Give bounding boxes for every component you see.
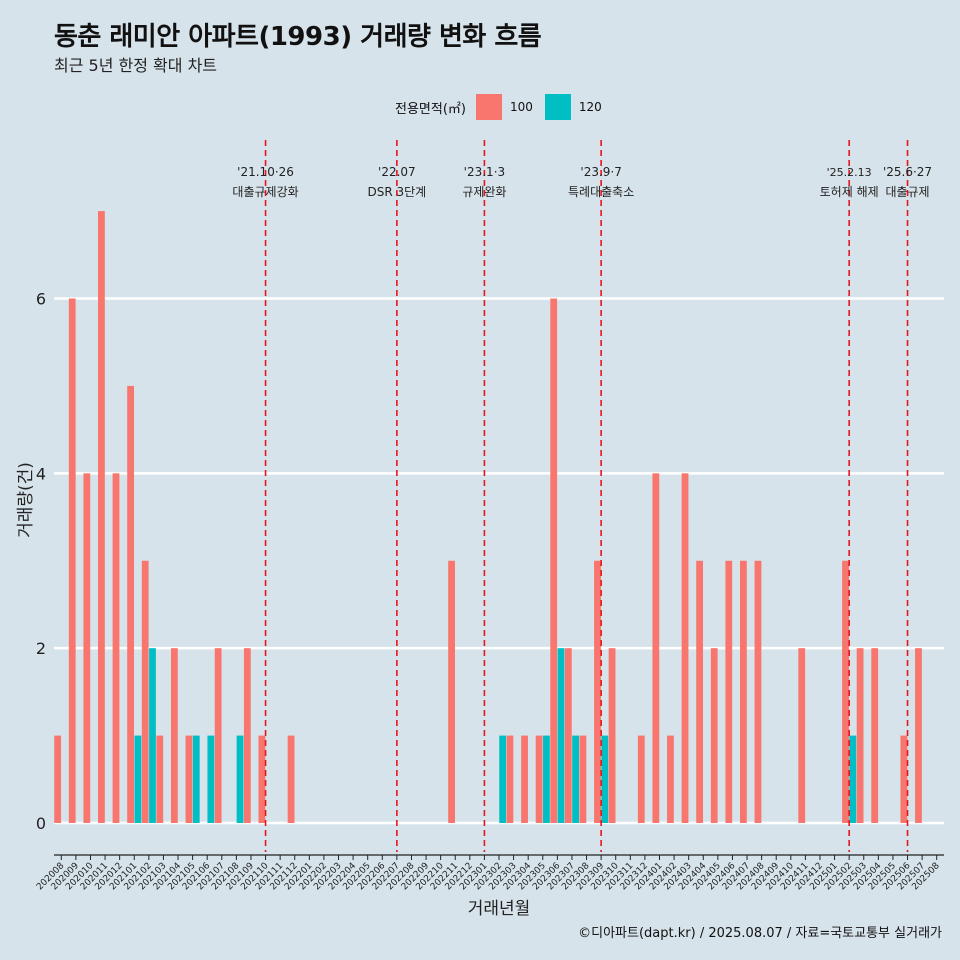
bar-100-202406 <box>725 560 733 823</box>
bar-100-202404 <box>696 560 704 823</box>
bar-100-202504 <box>871 648 879 823</box>
bar-100-202112 <box>287 735 295 823</box>
bar-100-202105 <box>185 735 193 823</box>
bar-120-202307 <box>572 735 579 823</box>
event-date-202502: '25.2.13 <box>827 166 872 179</box>
bar-100-202403 <box>681 473 689 823</box>
legend-key-120 <box>544 94 571 120</box>
event-label-202207: DSR 3단계 <box>368 185 427 199</box>
bar-100-202011 <box>98 211 105 824</box>
bar-100-202012 <box>112 473 120 823</box>
legend-title: 전용면적(㎡) <box>395 101 466 117</box>
chart-subtitle: 최근 5년 한정 확대 차트 <box>54 56 218 75</box>
bar-100-202402 <box>667 735 674 823</box>
bar-100-202506 <box>900 735 908 823</box>
legend-key-100 <box>475 94 502 120</box>
bar-100-202312 <box>637 735 645 823</box>
bar-100-202103 <box>156 735 164 823</box>
bar-100-202405 <box>710 648 718 823</box>
bar-100-202407 <box>739 560 747 823</box>
bar-100-202502 <box>842 560 849 823</box>
bar-120-202302 <box>499 735 507 823</box>
bar-100-202304 <box>521 735 528 823</box>
event-date-202301: '23.1·3 <box>464 165 505 179</box>
bar-120-202106 <box>207 735 215 823</box>
bar-120-202305 <box>543 735 550 823</box>
x-axis-title: 거래년월 <box>468 899 531 919</box>
y-tick-label-0: 0 <box>36 814 46 833</box>
y-axis-title: 거래량(건) <box>16 462 36 538</box>
bar-120-202306 <box>557 648 565 823</box>
bar-100-202307 <box>564 648 572 823</box>
bar-100-202101 <box>127 385 134 823</box>
y-tick-label-6: 6 <box>36 290 46 309</box>
event-date-202309: '23.9·7 <box>580 165 621 179</box>
bar-100-202109 <box>243 648 251 823</box>
y-tick-label-2: 2 <box>36 639 46 658</box>
bar-100-202008 <box>54 735 62 823</box>
bar-100-202308 <box>579 735 587 823</box>
bar-100-202104 <box>170 648 178 823</box>
event-date-202110: '21.10·26 <box>237 165 294 179</box>
bar-100-202503 <box>856 648 864 823</box>
bar-100-202411 <box>798 648 806 823</box>
event-label-202110: 대출규제강화 <box>232 185 298 199</box>
caption: ©디아파트(dapt.kr) / 2025.08.07 / 자료=국토교통부 실… <box>578 926 942 941</box>
bar-120-202101 <box>134 735 142 823</box>
bar-120-202105 <box>192 735 200 823</box>
bar-120-202108 <box>236 735 244 823</box>
legend: 전용면적(㎡) 100 120 <box>395 93 614 121</box>
event-date-202506: '25.6·27 <box>883 165 932 179</box>
event-date-202207: '22.07 <box>378 165 416 179</box>
event-label-202301: 규제완화 <box>462 185 506 199</box>
bar-100-202306 <box>550 298 558 823</box>
bar-120-202502 <box>849 735 857 823</box>
bar-120-202309 <box>601 735 609 823</box>
bar-100-202010 <box>83 473 91 823</box>
bar-100-202401 <box>652 473 660 823</box>
bar-120-202102 <box>149 648 156 823</box>
legend-label-120: 120 <box>578 100 602 114</box>
bar-100-202305 <box>535 735 543 823</box>
legend-label-100: 100 <box>509 100 533 114</box>
event-label-202309: 특례대출축소 <box>568 185 634 199</box>
event-label-202502: 토허제 해제 <box>820 185 879 199</box>
y-tick-label-4: 4 <box>36 464 46 483</box>
bar-100-202211 <box>448 560 455 823</box>
bar-100-202110 <box>258 735 266 823</box>
bar-100-202408 <box>754 560 762 823</box>
bar-100-202309 <box>594 560 601 823</box>
event-label-202506: 대출규제 <box>885 185 929 199</box>
bar-100-202009 <box>68 298 76 823</box>
bar-100-202303 <box>506 735 514 823</box>
bar-100-202102 <box>141 560 149 823</box>
bar-100-202310 <box>608 648 616 823</box>
bar-100-202507 <box>915 648 922 823</box>
chart-title: 동춘 래미안 아파트(1993) 거래량 변화 흐름 <box>54 22 542 52</box>
bar-100-202107 <box>214 648 222 823</box>
